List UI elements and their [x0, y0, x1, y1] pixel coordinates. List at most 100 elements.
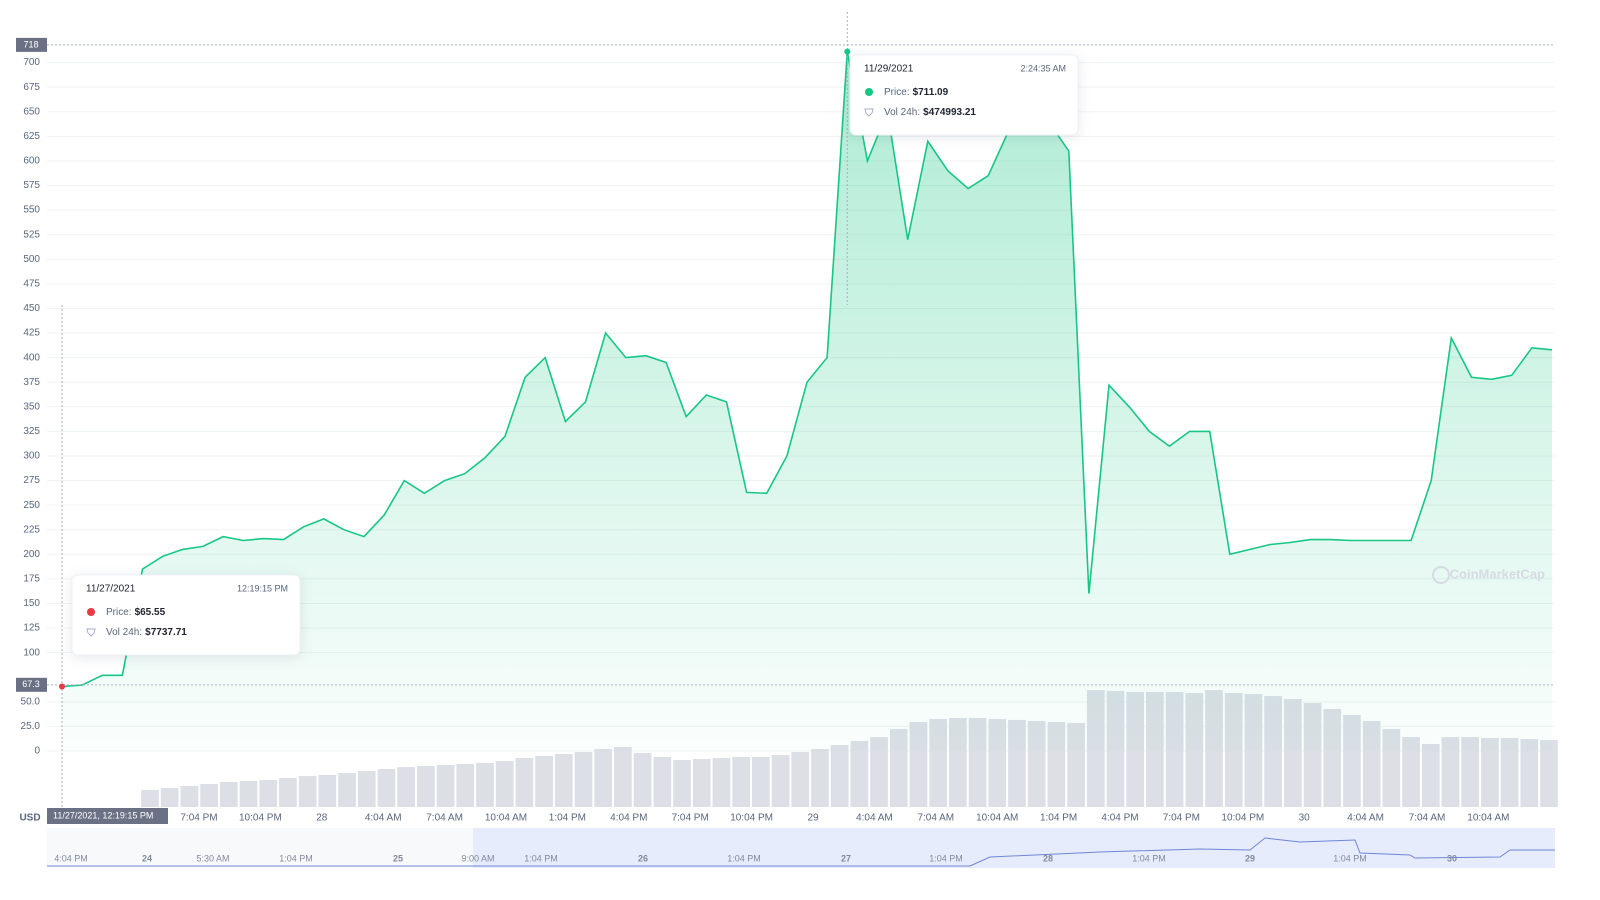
- price-layer: [61, 51, 1553, 751]
- y-tick-label: 650: [23, 106, 40, 117]
- tooltip-vol-icon: [86, 628, 96, 637]
- x-tick-label: 4:04 AM: [856, 813, 893, 824]
- volume-bar: [338, 773, 356, 807]
- y-tick-label: 275: [23, 475, 40, 486]
- x-tick-label: 28: [316, 813, 328, 824]
- y-tick-label: 0: [34, 746, 40, 757]
- volume-bar: [1441, 737, 1460, 807]
- volume-bar: [850, 740, 869, 807]
- y-tick-label: 250: [23, 500, 40, 511]
- volume-bar: [692, 758, 711, 807]
- volume-bar: [1500, 737, 1519, 807]
- crosshair-x-box: [47, 808, 168, 824]
- crosshair-y-label: 718: [23, 39, 38, 49]
- x-tick-label: 7:04 AM: [917, 813, 954, 824]
- navigator-label: 26: [638, 853, 648, 863]
- x-tick-label: 7:04 PM: [672, 813, 709, 824]
- hover-dot: [844, 48, 851, 55]
- navigator-label: 27: [841, 853, 851, 863]
- navigator-selection: [473, 828, 1555, 868]
- volume-bar: [791, 752, 810, 807]
- tooltip: 11/27/2021 12:19:15 PM Price: $65.55 Vol 24h…: [71, 574, 301, 656]
- volume-bar: [160, 787, 179, 807]
- tooltip-volume-row: Vol 24h: $7737.71: [106, 627, 187, 638]
- x-tick-label: 4:04 PM: [610, 813, 647, 824]
- x-tick-label: 10:04 PM: [239, 813, 282, 824]
- volume-bar: [653, 757, 672, 807]
- y-tick-label: 625: [23, 131, 40, 142]
- y-tick-label: 125: [23, 623, 40, 634]
- tooltip-time: 2:24:35 AM: [1020, 63, 1066, 73]
- navigator-label: 24: [142, 853, 152, 863]
- volume-bar: [259, 779, 278, 807]
- volume-bar: [870, 737, 888, 807]
- volume-bar: [554, 754, 573, 807]
- x-tick-label: 10:04 PM: [1221, 813, 1264, 824]
- volume-bar: [200, 784, 218, 807]
- volume-bar: [811, 749, 829, 807]
- y-tick-label: 50.0: [21, 696, 41, 707]
- crosshair-x-label: 11/27/2021, 12:19:15 PM: [53, 810, 153, 820]
- navigator-label: 1:04 PM: [727, 853, 761, 863]
- navigator-label: 1:04 PM: [1333, 853, 1367, 863]
- volume-bar: [614, 746, 632, 807]
- price-line: [61, 51, 1553, 688]
- y-tick-label: 550: [23, 205, 40, 216]
- tooltip-date: 11/27/2021: [86, 584, 136, 595]
- y-tick-label: 700: [23, 57, 40, 68]
- volume-bar: [219, 781, 238, 807]
- x-tick-label: 10:04 AM: [485, 813, 527, 824]
- x-tick-label: 7:04 PM: [180, 813, 217, 824]
- overlay: 718 67.3 11/27/2021, 12:19:15 PM 11/29/2021…: [16, 12, 1555, 863]
- tooltip-volume-label: Vol 24h:: [106, 627, 142, 638]
- tooltip-price-row: Price: $65.55: [106, 607, 166, 618]
- crosshair-y-label: 67.3: [22, 679, 40, 689]
- navigator-label: 5:30 AM: [196, 853, 229, 863]
- volume-bar: [712, 758, 731, 807]
- navigator-label: 1:04 PM: [524, 853, 558, 863]
- volume-bar: [633, 752, 652, 807]
- navigator-label: 4:04 PM: [54, 853, 88, 863]
- tooltip-date: 11/29/2021: [864, 64, 914, 75]
- tooltip-price-label: Price:: [884, 87, 910, 98]
- x-tick-label: 7:04 AM: [1409, 813, 1446, 824]
- tooltip-price-row: Price: $711.09: [884, 87, 949, 98]
- volume-bar: [1481, 737, 1499, 807]
- volume-bar: [1461, 737, 1480, 807]
- volume-bar: [673, 760, 691, 807]
- hover-dot: [59, 683, 65, 690]
- volume-bar: [239, 781, 258, 807]
- volume-bar: [830, 745, 849, 807]
- navigator-label: 30: [1447, 853, 1457, 863]
- tooltip-time: 12:19:15 PM: [237, 583, 288, 593]
- x-tick-label: 29: [807, 813, 819, 824]
- x-tick-label: 10:04 PM: [730, 813, 773, 824]
- navigator-label: 1:04 PM: [279, 853, 313, 863]
- x-tick-label: 10:04 AM: [1467, 813, 1509, 824]
- navigator-label: 29: [1245, 853, 1255, 863]
- volume-bar: [495, 761, 514, 807]
- y-tick-label: 100: [23, 647, 40, 658]
- price-area: [62, 51, 1552, 751]
- x-tick-label: 1:04 PM: [1040, 813, 1077, 824]
- y-tick-label: 425: [23, 328, 40, 339]
- tooltip-dot: [87, 608, 95, 616]
- volume-bar: [732, 757, 750, 807]
- navigator-label: 28: [1043, 853, 1053, 863]
- tooltip-box: [71, 574, 301, 656]
- volume-bar: [298, 776, 317, 807]
- y-tick-label: 475: [23, 279, 40, 290]
- volume-bar: [397, 767, 416, 807]
- navigator-label: 1:04 PM: [929, 853, 963, 863]
- y-tick-label: 375: [23, 377, 40, 388]
- volume-bar: [1540, 740, 1558, 807]
- volume-bar: [377, 769, 396, 807]
- y-tick-label: 675: [23, 82, 40, 93]
- tooltip-box: [849, 54, 1079, 136]
- x-tick-label: 4:04 AM: [1347, 813, 1384, 824]
- tooltip-volume: $474993.21: [923, 107, 976, 118]
- y-tick-label: 450: [23, 303, 40, 314]
- volume-bar: [771, 755, 790, 807]
